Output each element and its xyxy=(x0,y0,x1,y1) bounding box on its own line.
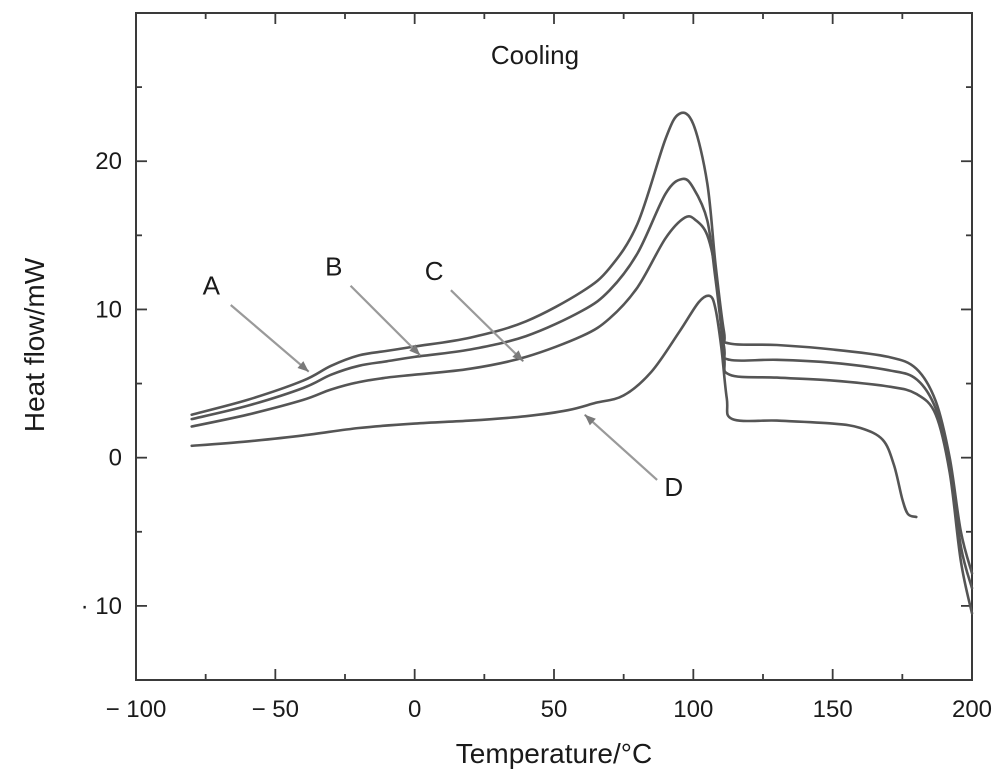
annotation-arrowhead-b xyxy=(409,344,421,356)
annotation-label-c: C xyxy=(425,256,444,286)
annotation-arrowhead-a xyxy=(297,361,309,372)
annotation-label-b: B xyxy=(325,251,342,281)
x-tick-label: 50 xyxy=(541,696,568,723)
series-lines xyxy=(190,111,974,615)
annotation-label-a: A xyxy=(203,271,221,301)
y-axis-ticks: · 10 0 10 20 xyxy=(81,12,972,681)
annotation-arrow-a xyxy=(230,304,310,373)
annotation-arrow-c xyxy=(450,289,525,363)
annotation-arrowhead-c xyxy=(512,350,524,362)
x-tick-label: 100 xyxy=(673,696,713,723)
y-tick-label: 10 xyxy=(95,296,122,323)
annotation-arrow-d xyxy=(583,413,658,481)
y-tick-label: · 10 xyxy=(81,593,122,620)
annotation-label-d: D xyxy=(664,472,683,502)
curve-annotations: A B C D xyxy=(203,251,684,502)
series-line-b xyxy=(190,177,974,590)
annotation-arrowhead-d xyxy=(584,414,596,426)
series-line-d xyxy=(190,294,918,519)
x-tick-label: − 50 xyxy=(252,696,299,723)
x-tick-label: 0 xyxy=(408,696,421,723)
y-tick-label: 20 xyxy=(95,148,122,175)
x-axis-ticks: − 100 − 50 0 50 100 150 200 xyxy=(106,13,992,723)
chart-title: Cooling xyxy=(491,40,579,70)
series-line-a xyxy=(190,111,974,575)
x-axis-title: Temperature/°C xyxy=(456,738,652,769)
y-axis-title: Heat flow/mW xyxy=(19,257,50,432)
x-tick-label: 150 xyxy=(813,696,853,723)
x-tick-label: − 100 xyxy=(106,696,167,723)
x-tick-label: 200 xyxy=(952,696,992,723)
y-tick-label: 0 xyxy=(109,445,122,472)
annotation-arrow-b xyxy=(349,284,422,357)
series-line-c xyxy=(190,215,974,615)
